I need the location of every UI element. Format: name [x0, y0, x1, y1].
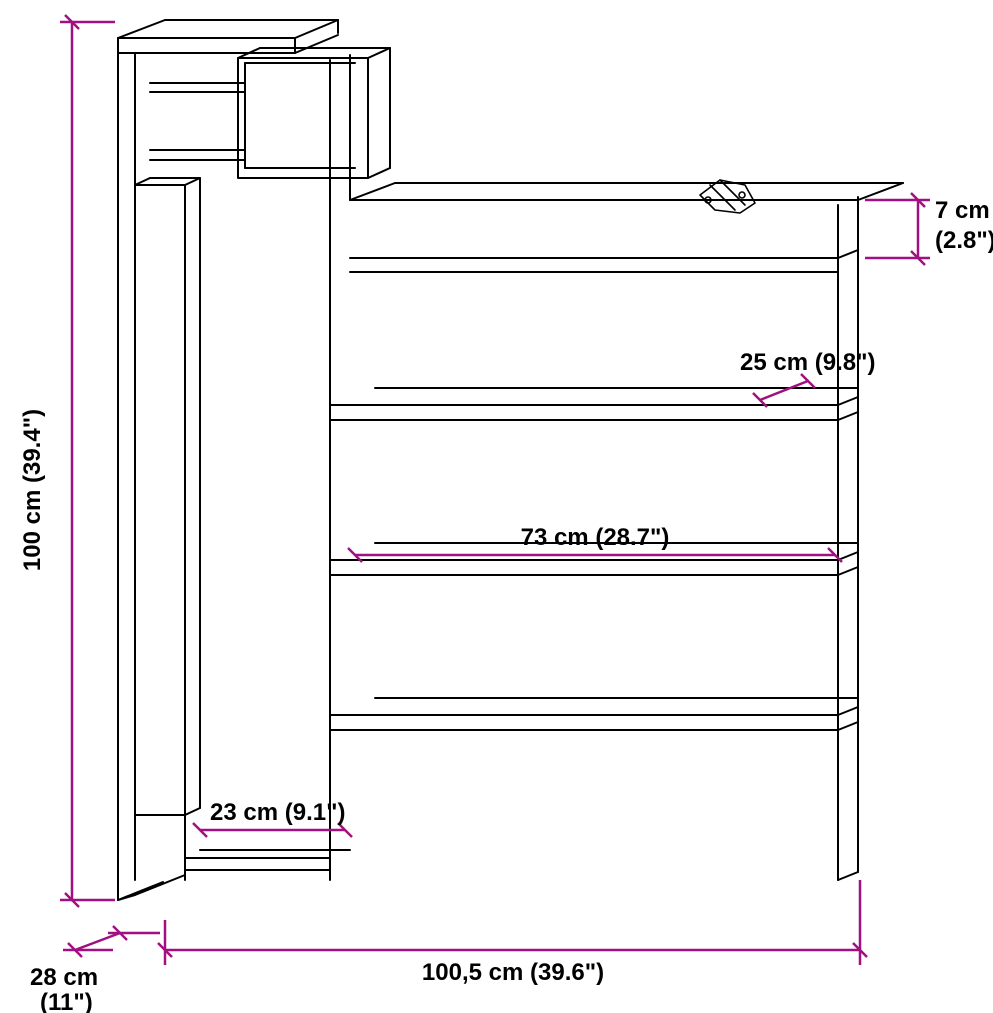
dimension-labels: 100 cm (39.4") 28 cm (11") 100,5 cm (39.…	[19, 197, 993, 1013]
dim-width	[158, 880, 867, 965]
dim-depth	[63, 926, 160, 957]
hinge-icon	[700, 180, 755, 213]
label-depth-metric: 28 cm	[30, 964, 98, 991]
label-depth-imperial: (11")	[40, 989, 93, 1013]
shelf-3	[330, 698, 858, 730]
dim-shelf-depth	[753, 374, 815, 407]
label-shelf-depth: 25 cm (9.8")	[740, 349, 875, 376]
label-cabinet-depth: 23 cm (9.1")	[210, 799, 345, 826]
label-width: 100,5 cm (39.6")	[422, 959, 604, 986]
cabinet-door-open	[135, 178, 200, 815]
lid-compartment	[350, 180, 903, 272]
label-height: 100 cm (39.4")	[19, 409, 46, 571]
label-shelf-width: 73 cm (28.7")	[521, 524, 670, 551]
dim-lid-height	[865, 193, 930, 265]
drawer-open	[150, 48, 390, 178]
label-lid-metric: 7 cm	[935, 197, 990, 224]
furniture-dimension-diagram: 100 cm (39.4") 28 cm (11") 100,5 cm (39.…	[0, 0, 993, 1013]
dimension-lines	[60, 15, 930, 965]
furniture-outline	[118, 20, 903, 900]
dim-height	[60, 15, 115, 907]
label-lid-imperial: (2.8")	[935, 227, 993, 254]
